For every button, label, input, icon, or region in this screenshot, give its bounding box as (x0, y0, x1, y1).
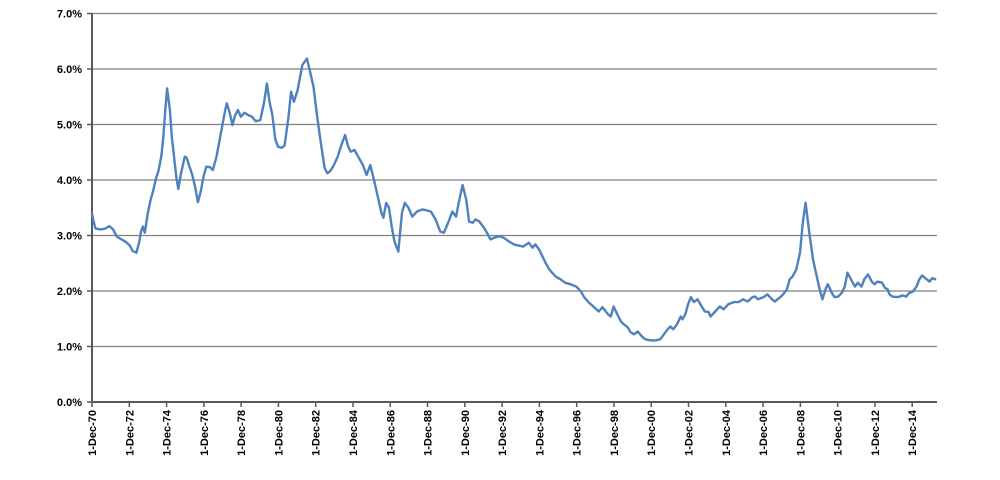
x-axis-label: 1-Dec-96 (572, 410, 584, 456)
x-axis-label: 1-Dec-74 (162, 409, 174, 456)
y-axis-label: 4.0% (57, 175, 82, 187)
tick-marks (87, 12, 913, 407)
gridlines (92, 12, 937, 348)
x-axis-label: 1-Dec-00 (646, 410, 658, 456)
x-axis-label: 1-Dec-92 (497, 410, 509, 456)
x-axis-label: 1-Dec-10 (833, 410, 845, 456)
x-axis-label: 1-Dec-78 (236, 410, 248, 456)
y-axis-label: 2.0% (57, 286, 82, 298)
axes (91, 13, 937, 403)
y-axis-label: 6.0% (57, 64, 82, 76)
y-axis-label: 5.0% (57, 120, 82, 132)
series-line (90, 57, 937, 342)
x-axis-label: 1-Dec-04 (721, 409, 733, 456)
x-axis-label: 1-Dec-86 (385, 410, 397, 456)
y-axis-label: 7.0% (57, 9, 82, 21)
x-axis-label: 1-Dec-06 (758, 410, 770, 456)
y-axis-label: 3.0% (57, 231, 82, 243)
x-axis-label: 1-Dec-82 (311, 410, 323, 456)
x-axis-label: 1-Dec-76 (199, 410, 211, 456)
y-axis-label: 1.0% (57, 342, 82, 354)
x-axis-label: 1-Dec-98 (609, 410, 621, 456)
series-polyline (90, 57, 937, 342)
x-axis-label: 1-Dec-94 (534, 409, 546, 456)
x-axis-label: 1-Dec-12 (870, 410, 882, 456)
x-axis-label: 1-Dec-14 (907, 409, 919, 456)
x-axis-label: 1-Dec-02 (684, 410, 696, 456)
x-axis-labels: 1-Dec-70 1-Dec-72 1-Dec-74 1-Dec-76 1-Dec-78… (87, 409, 919, 456)
x-axis-label: 1-Dec-80 (273, 410, 285, 456)
x-axis-label: 1-Dec-84 (348, 409, 360, 456)
y-axis-label: 0.0% (57, 397, 82, 409)
x-axis-label: 1-Dec-72 (124, 410, 136, 456)
x-axis-label: 1-Dec-08 (795, 410, 807, 456)
y-axis-labels: 0.0% 1.0% 2.0% 3.0% 4.0% 5.0% 6.0% 7.0% (57, 9, 82, 410)
x-axis-label: 1-Dec-70 (87, 410, 99, 456)
x-axis-label: 1-Dec-90 (460, 410, 472, 456)
x-axis-label: 1-Dec-88 (423, 410, 435, 456)
